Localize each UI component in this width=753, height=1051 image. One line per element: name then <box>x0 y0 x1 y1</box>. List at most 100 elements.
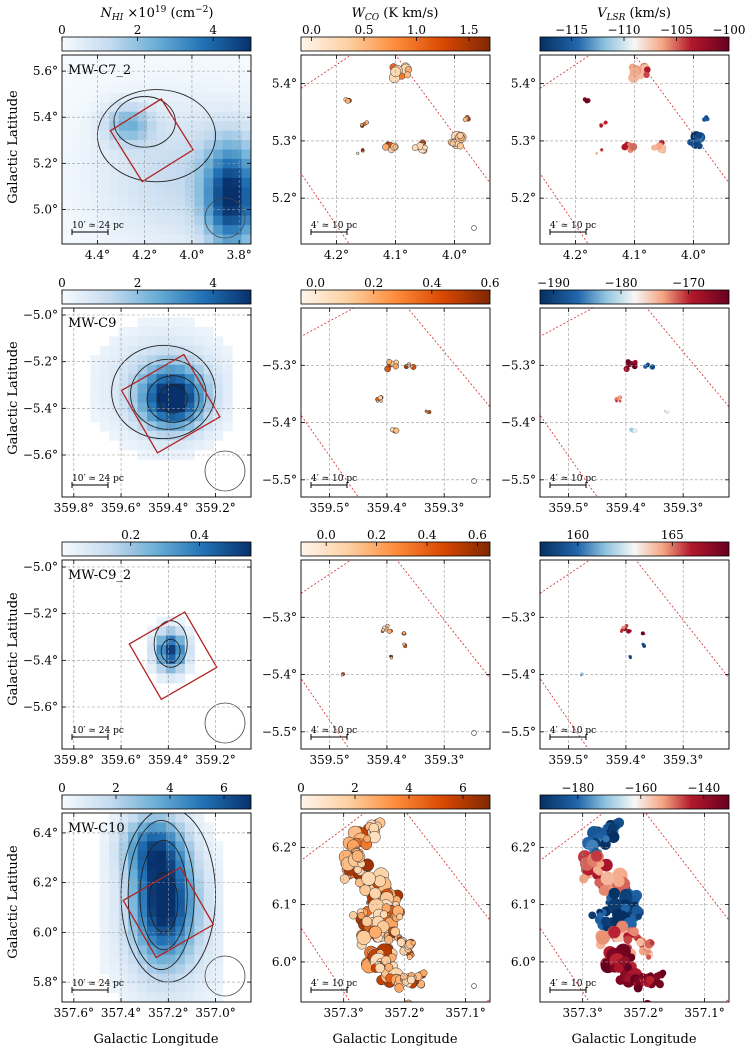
hi-pixel <box>156 234 167 244</box>
hi-pixel <box>147 149 158 160</box>
hi-pixel <box>194 411 205 422</box>
hi-pixel <box>194 926 205 937</box>
hi-pixel <box>118 130 129 141</box>
hi-pixel <box>241 83 251 94</box>
hi-pixel <box>109 73 120 84</box>
hi-pixel <box>194 383 205 394</box>
y-tick-label: 6.1° <box>511 898 536 912</box>
co-clump <box>374 963 385 974</box>
co-clump <box>402 631 406 635</box>
hi-pixel <box>241 215 251 226</box>
beam-circle <box>204 450 246 492</box>
colorbar-tick-label: −115 <box>555 23 588 37</box>
hi-pixel <box>194 130 205 141</box>
hi-pixel <box>137 374 148 385</box>
panel-frame <box>300 559 491 750</box>
x-tick-label: 357.4° <box>101 1006 141 1020</box>
hi-pixel <box>99 841 110 852</box>
y-tick-label: −5.4° <box>262 416 297 430</box>
v-clump <box>696 142 703 150</box>
hi-pixel <box>203 879 214 890</box>
panel-MW-C7_2-v: 4.2° 4.1° 4.0° 5.2° 5.3° 5.4° 4′ ≃ 10 pc −115 −1… <box>511 23 746 262</box>
hi-pixel <box>175 635 186 646</box>
hi-pixel <box>184 64 195 75</box>
hi-pixel <box>62 177 73 188</box>
co-clump <box>351 850 364 862</box>
hi-pixel <box>147 55 158 66</box>
hi-pixel <box>232 102 243 113</box>
hi-pixel <box>156 92 167 103</box>
hi-pixel <box>137 813 148 824</box>
hi-pixel <box>184 364 195 375</box>
colorbar-tick-label: −170 <box>672 276 705 290</box>
v-clump <box>591 850 603 862</box>
hi-pixel <box>90 83 101 94</box>
hi-pixel <box>194 215 205 226</box>
hi-pixel <box>99 168 110 179</box>
colorbar-v <box>539 794 730 810</box>
hi-pixel <box>156 168 167 179</box>
colorbar-tick-label: 0.2 <box>121 528 140 542</box>
hi-pixel <box>137 822 148 833</box>
hi-pixel <box>175 663 186 674</box>
hi-pixel <box>156 383 167 394</box>
hi-pixel <box>128 225 139 236</box>
hi-pixel <box>90 196 101 207</box>
hi-pixel <box>118 402 129 413</box>
hi-pixel <box>165 421 176 432</box>
hi-pixel <box>165 898 176 909</box>
hi-pixel <box>156 149 167 160</box>
panel-frame <box>539 812 730 1003</box>
colorbar-tick-label: 0.4 <box>422 276 441 290</box>
hi-pixel <box>175 402 186 413</box>
colorbar-tick-label: 1.0 <box>407 23 426 37</box>
hi-pixel <box>232 83 243 94</box>
hi-pixel <box>90 355 101 366</box>
hi-pixel <box>71 130 82 141</box>
hi-pixel <box>147 822 158 833</box>
hi-pixel <box>156 196 167 207</box>
hi-pixel <box>184 130 195 141</box>
hi-pixel <box>165 645 176 656</box>
hi-pixel <box>99 206 110 217</box>
hi-pixel <box>118 111 129 122</box>
hi-pixel <box>80 55 91 66</box>
hi-pixel <box>109 421 120 432</box>
hi-pixel <box>118 430 129 441</box>
hi-pixel <box>71 121 82 132</box>
hi-pixel <box>194 206 205 217</box>
co-clump <box>396 913 404 921</box>
colorbar-hi <box>61 36 252 52</box>
hi-pixel <box>137 879 148 890</box>
hi-pixel <box>241 206 251 217</box>
colorbar-tick-label: 2 <box>134 276 142 290</box>
hi-pixel <box>118 992 129 1002</box>
v-clump <box>626 629 631 634</box>
y-tick-label: 5.4° <box>33 110 58 124</box>
hi-pixel <box>175 149 186 160</box>
colorbar-tick-label: −140 <box>687 781 720 795</box>
panel-background <box>540 560 729 749</box>
hi-pixel <box>232 158 243 169</box>
co-clump <box>368 925 382 939</box>
hi-pixel <box>222 206 233 217</box>
hi-pixel <box>128 73 139 84</box>
hi-pixel <box>165 411 176 422</box>
hi-pixel <box>90 130 101 141</box>
hi-pixel <box>118 841 129 852</box>
hi-pixel <box>62 149 73 160</box>
hi-pixel <box>128 916 139 927</box>
hi-pixel <box>147 345 158 356</box>
hi-pixel <box>137 55 148 66</box>
hi-pixel <box>203 421 214 432</box>
colorbar-titles: NHI ×1019 (cm−2) WCO (K km/s) VLSR (km/s… <box>100 5 671 23</box>
hi-pixel <box>137 860 148 871</box>
hi-pixel <box>128 336 139 347</box>
hi-pixel <box>165 992 176 1002</box>
v-clump <box>600 148 604 152</box>
v-clump <box>603 120 608 125</box>
hi-pixel <box>213 374 224 385</box>
hi-pixel <box>194 983 205 994</box>
hi-pixel <box>156 130 167 141</box>
hi-pixel <box>62 83 73 94</box>
